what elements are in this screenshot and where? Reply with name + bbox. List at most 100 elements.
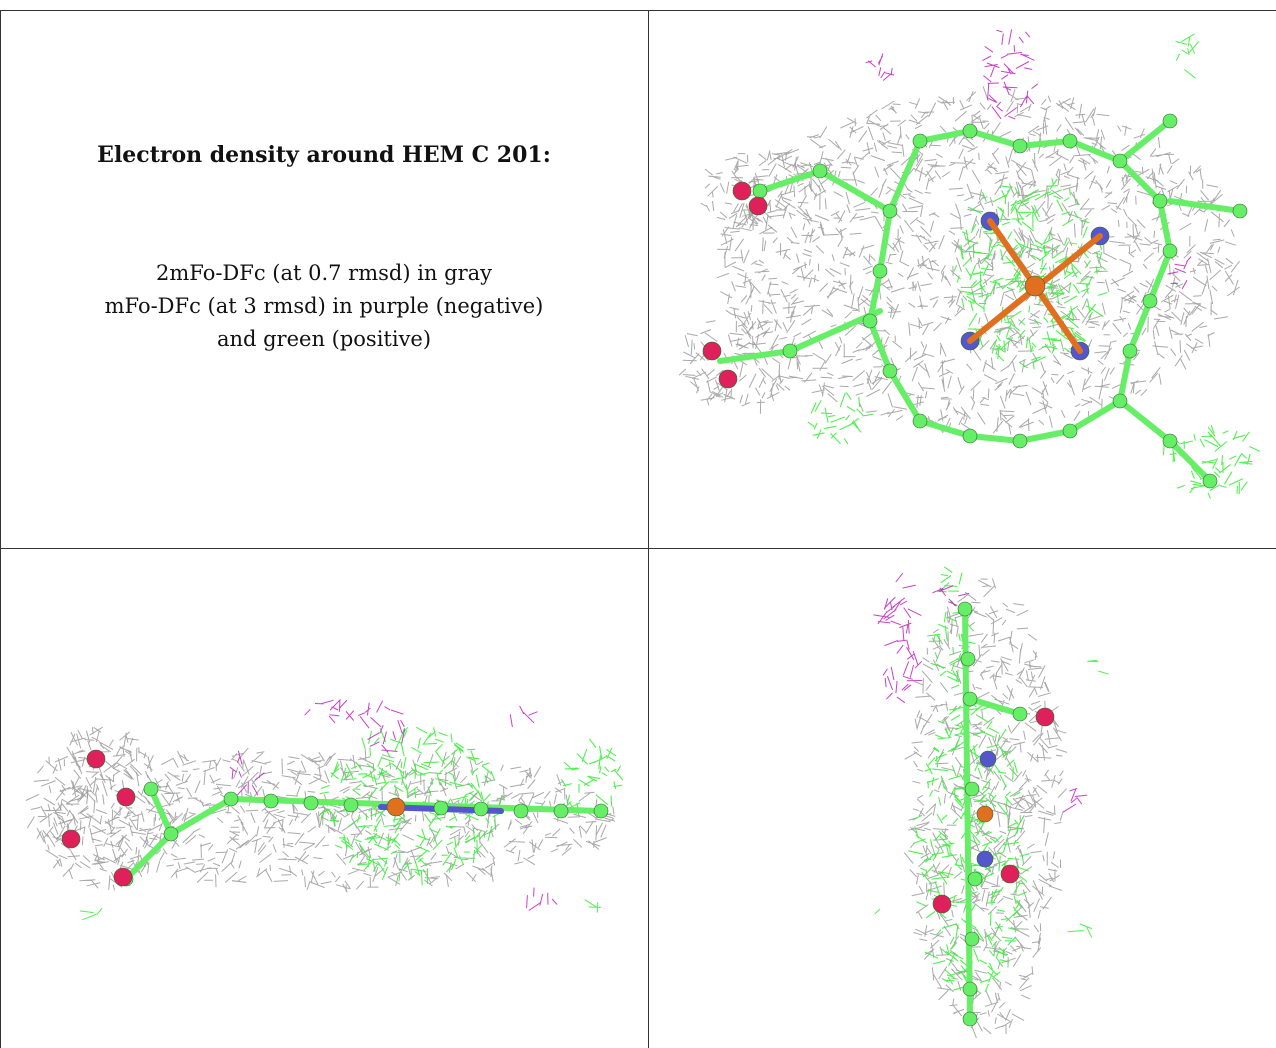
bond — [917, 128, 973, 144]
atom — [748, 196, 768, 216]
bond — [1147, 248, 1173, 304]
atom — [812, 163, 828, 179]
bond — [1167, 438, 1213, 484]
atom — [957, 601, 973, 617]
bond — [967, 433, 1023, 444]
atom — [1152, 193, 1168, 209]
density-mesh — [716, 86, 1240, 435]
atom — [343, 797, 359, 813]
legend-line-green: and green (positive) — [216, 327, 432, 351]
density-mesh — [807, 392, 874, 445]
atom — [732, 181, 752, 201]
bond — [1067, 398, 1123, 434]
atom — [1202, 473, 1218, 489]
atom — [962, 123, 978, 139]
atom — [702, 341, 722, 361]
atom — [932, 894, 952, 914]
atom — [718, 369, 738, 389]
density-mesh — [982, 29, 1039, 120]
atom — [1232, 203, 1248, 219]
density-mesh — [873, 572, 923, 704]
density-mesh — [874, 908, 881, 915]
bond — [1017, 428, 1073, 444]
density-render-end — [873, 566, 1109, 1039]
bond — [1117, 348, 1133, 404]
bond — [148, 786, 174, 837]
density-mesh — [953, 177, 1108, 370]
atom — [960, 651, 976, 667]
legend-description: 2mFo-DFc (at 0.7 rmsd) in gray mFo-DFc (… — [0, 257, 648, 356]
atom — [912, 413, 928, 429]
atom — [1035, 707, 1055, 727]
bond — [1157, 198, 1173, 254]
atom — [962, 428, 978, 444]
density-mesh — [26, 747, 616, 893]
atom — [473, 801, 489, 817]
atom — [752, 183, 768, 199]
atom — [163, 826, 179, 842]
atom — [513, 803, 529, 819]
molecule-end-view — [650, 549, 1276, 1048]
density-mesh — [1063, 787, 1088, 813]
density-mesh — [526, 887, 558, 911]
atom — [872, 263, 888, 279]
bond — [867, 318, 893, 374]
atom — [782, 343, 798, 359]
bond — [123, 831, 174, 882]
atom — [1162, 243, 1178, 259]
density-mesh — [678, 309, 801, 414]
bond — [967, 696, 1023, 717]
bond — [1017, 138, 1073, 149]
atom — [1162, 113, 1178, 129]
bond — [877, 208, 893, 274]
atom — [962, 981, 978, 997]
atom — [113, 867, 133, 887]
atom — [1142, 293, 1158, 309]
atom — [1000, 864, 1020, 884]
border-left — [0, 10, 1, 1048]
atom — [433, 800, 449, 816]
legend-line-purple: mFo-DFc (at 3 rmsd) in purple (negative) — [104, 294, 544, 318]
atom — [1024, 275, 1046, 297]
molecule-top-view — [650, 11, 1276, 547]
density-mesh — [1068, 923, 1093, 938]
divider-vertical — [648, 10, 649, 1048]
atom — [976, 850, 994, 868]
density-mesh — [903, 578, 1068, 1039]
density-mesh — [304, 699, 355, 724]
atom — [1112, 153, 1128, 169]
density-render-side — [25, 699, 624, 921]
bond — [757, 168, 823, 194]
atom — [86, 749, 106, 769]
atom — [862, 313, 878, 329]
border-top — [0, 10, 1276, 11]
bond — [887, 138, 923, 214]
bond — [228, 796, 604, 814]
density-mesh — [865, 53, 895, 81]
atom — [1012, 706, 1028, 722]
bond — [1067, 138, 1123, 164]
divider-horizontal — [0, 548, 1276, 549]
bond — [917, 418, 973, 439]
atom — [912, 133, 928, 149]
bond — [1117, 118, 1173, 164]
atom — [964, 931, 980, 947]
density-mesh — [1167, 256, 1192, 290]
atom — [263, 793, 279, 809]
atom — [223, 791, 239, 807]
atom — [116, 787, 136, 807]
bond — [817, 168, 893, 214]
density-mesh — [560, 738, 624, 817]
density-mesh — [79, 907, 103, 921]
atom — [1062, 133, 1078, 149]
bond — [168, 796, 234, 837]
bond — [1117, 398, 1173, 444]
bond — [1167, 198, 1243, 214]
density-mesh — [584, 899, 602, 913]
density-mesh — [509, 705, 538, 728]
bond — [1127, 298, 1153, 354]
density-mesh — [1162, 425, 1261, 499]
atom — [882, 363, 898, 379]
density-mesh — [932, 585, 970, 607]
